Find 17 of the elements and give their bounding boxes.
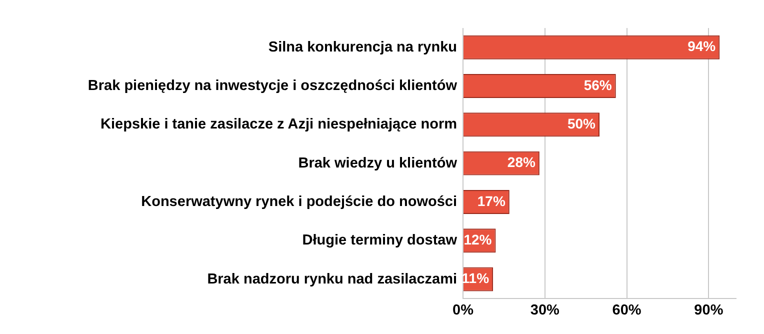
y-tick-label: Kiepskie i tanie zasilacze z Azji niespełniające norm xyxy=(100,116,457,133)
data-label: 12% xyxy=(464,231,492,248)
data-label: 17% xyxy=(477,192,506,209)
y-tick-label: Brak nadzoru rynku nad zasilaczami xyxy=(207,271,457,288)
y-tick-label: Konserwatywny rynek i podejście do nowości xyxy=(141,194,457,210)
x-tick-label: 60% xyxy=(612,302,642,318)
data-label: 28% xyxy=(507,154,536,170)
data-label: 94% xyxy=(688,38,716,54)
y-tick-label: Brak wiedzy u klientów xyxy=(298,155,458,172)
x-tick-label: 30% xyxy=(530,302,560,318)
x-tick-label: 90% xyxy=(694,302,724,318)
data-label: 50% xyxy=(567,116,596,132)
y-tick-label: Długie terminy dostaw xyxy=(302,232,458,249)
y-tick-label: Brak pieniędzy na inwestycje i oszczędności klientów xyxy=(88,78,458,94)
x-tick-label: 0% xyxy=(452,302,474,318)
y-tick-label: Silna konkurencja na rynku xyxy=(268,39,457,56)
data-label: 56% xyxy=(584,76,612,93)
